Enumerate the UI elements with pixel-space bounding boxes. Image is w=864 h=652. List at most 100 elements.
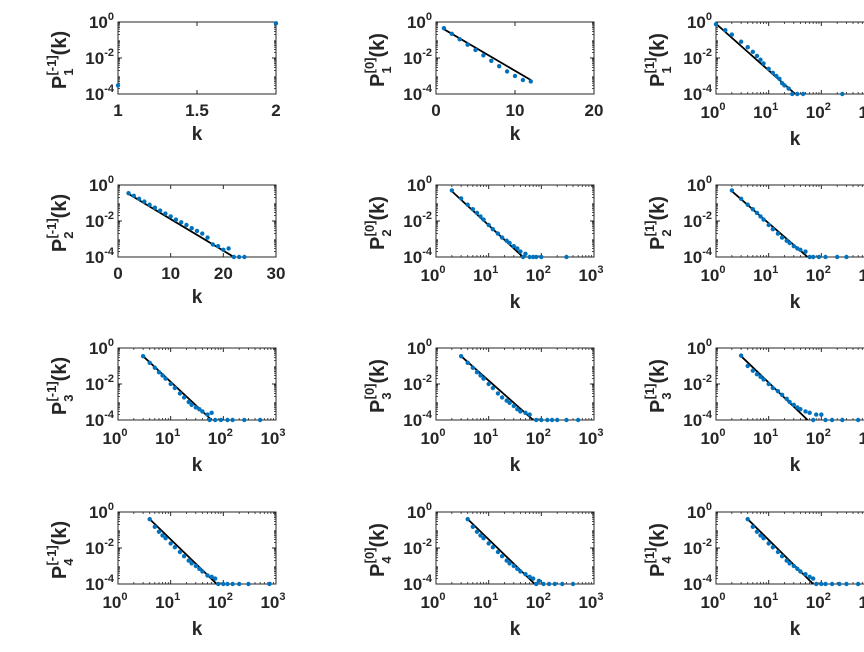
x-tick-label: 103: [858, 101, 864, 122]
data-point: [515, 406, 520, 412]
axes-box: [117, 511, 277, 585]
y-tick-exponent: -4: [104, 246, 115, 258]
y-label-base: P: [49, 402, 71, 415]
data-point: [163, 211, 168, 216]
x-tick-label: 1: [113, 101, 122, 120]
data-point: [855, 417, 861, 423]
data-point: [200, 569, 205, 574]
data-point: [470, 207, 476, 212]
data-point: [745, 516, 750, 522]
y-tick-label: 10-4: [683, 409, 713, 430]
data-point: [470, 524, 476, 530]
data-point: [210, 242, 215, 247]
y-tick-label: 10-2: [85, 373, 114, 394]
data-point: [194, 228, 200, 234]
x-tick-label: 100: [700, 427, 725, 448]
data-point: [754, 210, 760, 216]
data-point: [745, 202, 750, 207]
data-point: [575, 417, 581, 423]
data-point: [758, 214, 763, 219]
y-tick-label: 10-4: [85, 83, 115, 104]
x-axis-label: k: [192, 124, 203, 145]
y-tick-exponent: 0: [108, 337, 114, 349]
data-point: [745, 363, 750, 369]
x-tick-label: 103: [578, 427, 603, 448]
data-point: [181, 554, 187, 559]
y-tick-exponent: 0: [426, 11, 432, 23]
x-tick-label: 101: [753, 101, 778, 122]
data-point: [545, 417, 550, 423]
y-tick-exponent: -2: [422, 210, 432, 222]
y-tick-label: 100: [687, 11, 712, 32]
y-label-superscript: [1]: [642, 57, 657, 73]
data-point: [816, 254, 822, 260]
data-point: [758, 57, 763, 62]
axes-box: [715, 21, 864, 95]
y-label-argument: (k): [367, 523, 389, 547]
data-point: [520, 254, 526, 260]
data-point: [512, 73, 518, 79]
y-tick-label: 10-2: [403, 373, 432, 394]
data-point: [534, 254, 539, 260]
data-point: [172, 545, 178, 550]
data-point: [779, 554, 785, 559]
y-tick-exponent: -4: [702, 246, 713, 258]
x-axis-label: k: [790, 455, 801, 476]
data-point: [200, 231, 205, 236]
y-label-argument: (k): [647, 523, 669, 547]
data-point: [215, 243, 221, 249]
x-tick-base: 10: [473, 593, 492, 612]
y-axis-label: P2[-1](k): [44, 194, 76, 252]
y-tick-label: 10-4: [683, 83, 713, 104]
x-tick-label: 102: [526, 591, 551, 612]
x-tick-exponent: 1: [772, 427, 778, 439]
data-point: [189, 402, 194, 407]
x-tick-base: 10: [420, 593, 439, 612]
x-tick-base: 10: [473, 266, 492, 285]
y-tick-exponent: -4: [422, 409, 433, 421]
x-tick-base: 10: [806, 429, 825, 448]
y-label-superscript: [-1]: [44, 545, 59, 565]
data-point: [775, 549, 781, 555]
y-tick-label: 10-2: [683, 210, 712, 231]
data-point: [515, 566, 520, 571]
data-layer: [140, 354, 263, 423]
y-tick-label: 100: [89, 11, 114, 32]
x-tick-label: 10: [161, 264, 180, 283]
x-tick-label: 101: [155, 591, 180, 612]
y-label-superscript: [0]: [362, 220, 377, 236]
x-tick-exponent: 1: [492, 591, 498, 603]
data-point: [528, 79, 533, 84]
data-point: [147, 202, 152, 207]
data-point: [160, 373, 165, 378]
x-tick-base: 10: [858, 266, 864, 285]
data-point: [754, 529, 760, 534]
data-point: [147, 360, 152, 366]
fit-line: [747, 518, 814, 585]
data-point: [205, 573, 210, 578]
y-label-base: P: [647, 237, 669, 250]
data-point: [546, 581, 552, 587]
data-point: [530, 254, 536, 260]
data-point: [179, 220, 184, 225]
data-point: [486, 381, 491, 387]
data-point: [829, 417, 835, 423]
y-tick-exponent: -4: [702, 83, 713, 95]
data-point: [539, 417, 544, 423]
y-tick-exponent: 0: [706, 174, 712, 186]
data-point: [131, 193, 136, 199]
axes-box: [435, 347, 595, 421]
data-point: [787, 399, 792, 405]
y-axis-label: P4[-1](k): [44, 521, 76, 579]
y-axis-label: P2[1](k): [642, 196, 674, 250]
data-point: [810, 254, 816, 260]
x-tick-base: 10: [526, 593, 545, 612]
data-point: [449, 188, 455, 193]
data-point: [819, 581, 824, 587]
data-point: [761, 536, 766, 541]
data-point: [226, 246, 231, 251]
x-tick-label: 100: [420, 591, 445, 612]
y-label-base: P: [647, 74, 669, 87]
y-axis-label: P1[-1](k): [44, 31, 76, 89]
